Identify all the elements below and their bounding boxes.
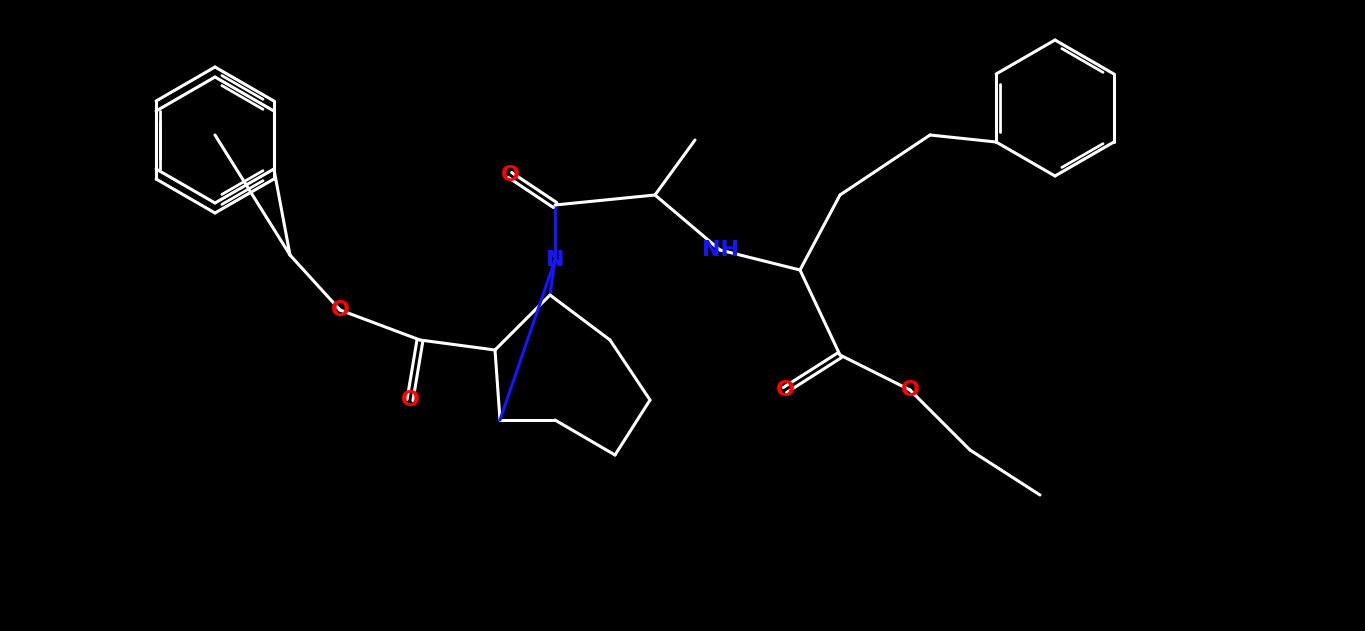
Text: O: O: [501, 165, 520, 185]
Text: O: O: [400, 390, 419, 410]
Text: O: O: [901, 380, 920, 400]
Text: NH: NH: [702, 240, 738, 260]
Text: O: O: [775, 380, 794, 400]
Text: N: N: [546, 250, 564, 270]
Text: O: O: [330, 300, 349, 320]
